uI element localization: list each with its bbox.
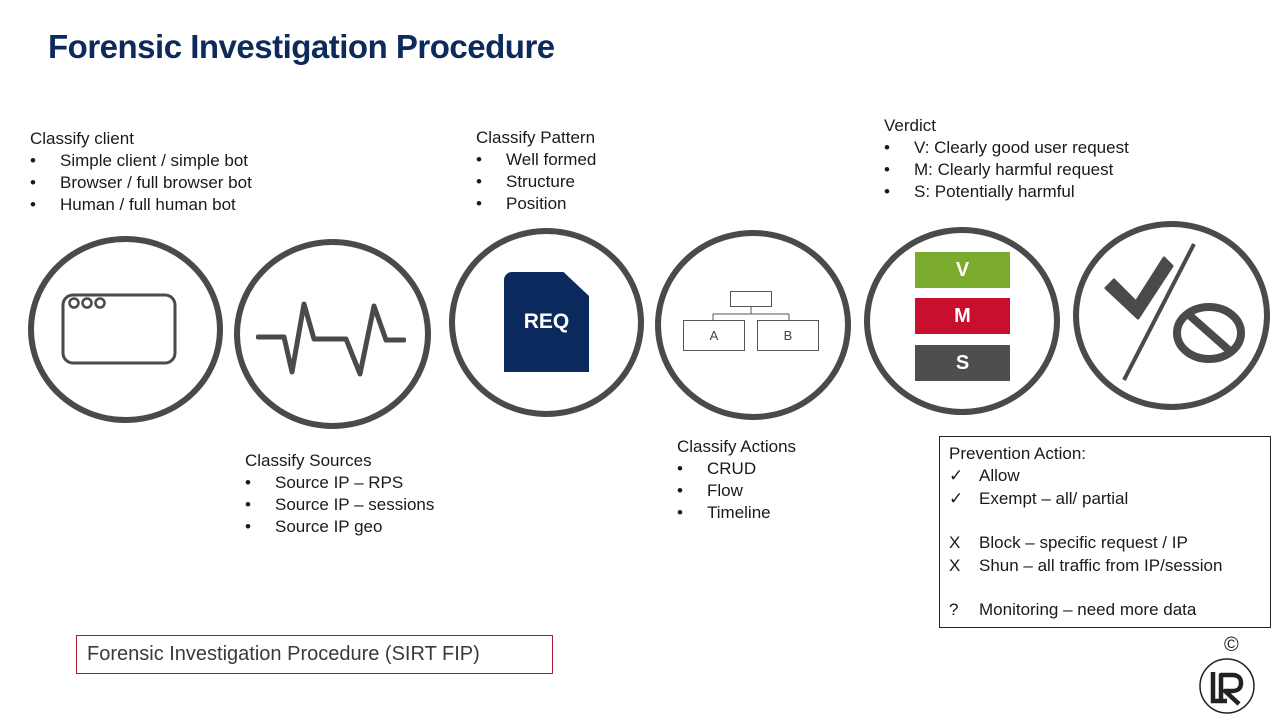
list-item: • Human / full human bot (30, 195, 236, 214)
footer-caption: Forensic Investigation Procedure (SIRT F… (76, 635, 553, 674)
list-item: • V: Clearly good user request (884, 138, 1129, 157)
company-logo-icon (1199, 658, 1257, 714)
tree-node-a: A (683, 320, 745, 351)
classify-pattern-circle (449, 228, 644, 417)
classify-actions-circle (655, 230, 851, 420)
question-mark-icon: ? (949, 600, 959, 620)
x-mark-icon: X (949, 533, 961, 553)
tree-node-b: B (757, 320, 819, 351)
prevention-row-shun: X Shun – all traffic from IP/session (949, 555, 1261, 577)
pulse-waveform-icon (256, 301, 406, 377)
verdict-v-bar: V (915, 252, 1010, 288)
list-item: • Flow (677, 481, 743, 500)
list-item: • M: Clearly harmful request (884, 160, 1114, 179)
list-item: • Position (476, 194, 567, 213)
check-icon: ✓ (949, 488, 964, 508)
classify-actions-heading: Classify Actions (677, 437, 797, 456)
list-item: • Structure (476, 172, 575, 191)
list-item: • Source IP geo (245, 517, 383, 536)
tree-root-node (730, 291, 772, 307)
list-item: • Source IP – RPS (245, 473, 404, 492)
x-mark-icon: X (949, 555, 961, 575)
prevention-row-allow: ✓ Allow (949, 465, 1261, 487)
prevention-action-box: Prevention Action: ✓ Allow ✓ Exempt – all/… (939, 436, 1271, 628)
verdict-m-bar: M (915, 298, 1010, 334)
classify-sources-block: Classify Sources • Source IP – RPS • Sourc… (245, 450, 434, 538)
prevention-row-exempt: ✓ Exempt – all/ partial (949, 488, 1261, 510)
classify-actions-block: Classify Actions • CRUD • Flow • Timeline (677, 436, 796, 524)
list-item: • Browser / full browser bot (30, 173, 252, 192)
classify-client-circle (28, 236, 223, 423)
classify-sources-heading: Classify Sources (245, 451, 372, 470)
classify-client-block: Classify client • Simple client / simple … (30, 128, 252, 216)
browser-window-icon (61, 293, 177, 365)
list-item: • Timeline (677, 503, 771, 522)
verdict-circle (864, 227, 1060, 415)
allow-deny-icon (1104, 243, 1245, 381)
req-label: REQ (523, 310, 570, 333)
classify-pattern-heading: Classify Pattern (476, 128, 596, 147)
verdict-s-bar: S (915, 345, 1010, 381)
list-item: • Source IP – sessions (245, 495, 435, 514)
verdict-block: Verdict • V: Clearly good user request • M… (884, 115, 1129, 203)
classify-client-heading: Classify client (30, 129, 134, 148)
list-item: • S: Potentially harmful (884, 182, 1075, 201)
prevention-row-monitoring: ? Monitoring – need more data (949, 599, 1261, 621)
hierarchy-tree-icon (712, 307, 790, 320)
prevention-row-block: X Block – specific request / IP (949, 532, 1261, 554)
prevention-heading: Prevention Action: (949, 444, 1087, 463)
copyright-symbol: © (1224, 634, 1239, 656)
request-document-icon: REQ (504, 272, 589, 372)
prevention-circle (1073, 221, 1270, 410)
list-item: • Simple client / simple bot (30, 151, 249, 170)
list-item: • Well formed (476, 150, 597, 169)
page-title: Forensic Investigation Procedure (48, 28, 555, 65)
list-item: • CRUD (677, 459, 757, 478)
check-icon: ✓ (949, 466, 964, 486)
verdict-heading: Verdict (884, 116, 936, 135)
classify-sources-circle (234, 239, 431, 429)
classify-pattern-block: Classify Pattern • Well formed • Structure… (476, 127, 596, 215)
